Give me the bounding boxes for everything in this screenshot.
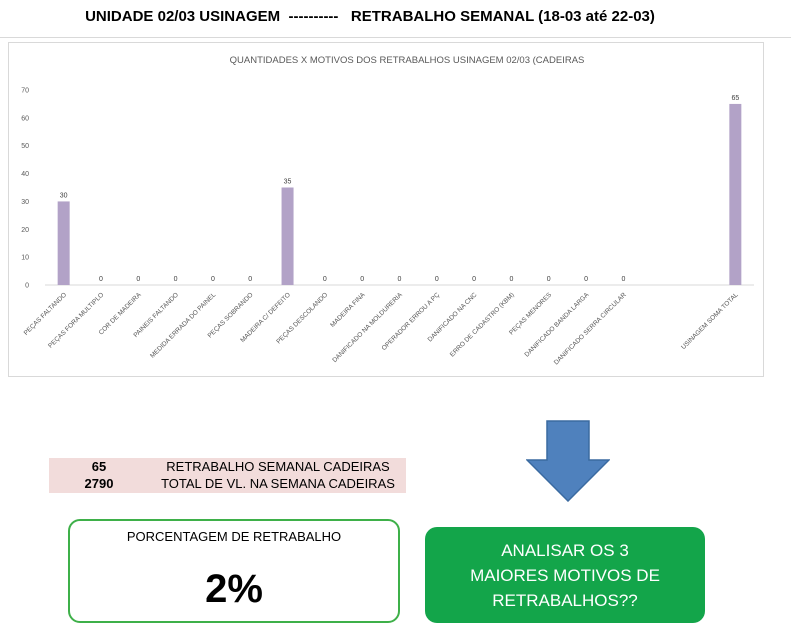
data-label: 35 [284, 179, 292, 186]
summary-label: RETRABALHO SEMANAL CADEIRAS [166, 459, 390, 474]
summary-label: TOTAL DE VL. NA SEMANA CADEIRAS [161, 476, 395, 491]
data-label: 0 [211, 276, 215, 283]
category-label: ERRO DE CADASTRO (KBM) [449, 291, 516, 358]
chart-bars [57, 103, 742, 285]
category-label: MEDIDA ERRADA DO PAINEL [149, 291, 217, 359]
y-tick-label: 10 [21, 255, 29, 262]
chart-axes: 0 10 20 30 40 50 60 70 [21, 88, 754, 290]
analyze-reasons-label: ANALISAR OS 3 MAIORES MOTIVOS DE RETRABA… [470, 540, 660, 610]
data-label: 30 [60, 192, 68, 199]
data-label: 0 [360, 276, 364, 283]
category-label: USINAGEM SOMA TOTAL [680, 291, 740, 351]
y-tick-label: 60 [21, 115, 29, 122]
chart-title: QUANTIDADES X MOTIVOS DOS RETRABALHOS US… [230, 55, 585, 66]
bar [281, 187, 294, 285]
data-label: 0 [99, 276, 103, 283]
header-divider [0, 37, 791, 38]
category-label: DANIFICADO SERRA CIRCULAR [553, 291, 628, 366]
data-label: 0 [323, 276, 327, 283]
summary-value: 65 [91, 459, 107, 474]
y-tick-label: 70 [21, 88, 29, 95]
data-label: 65 [731, 95, 739, 102]
data-label: 0 [472, 276, 476, 283]
y-tick-label: 30 [21, 199, 29, 206]
data-label: 0 [136, 276, 140, 283]
percentage-title: PORCENTAGEM DE RETRABALHO [126, 529, 342, 544]
chart-data-labels: 30 0 0 0 0 0 35 0 0 0 0 0 0 0 0 0 65 [60, 95, 740, 283]
percentage-value: 2% [205, 567, 263, 611]
y-tick-label: 50 [21, 143, 29, 150]
data-label: 0 [435, 276, 439, 283]
summary-row-weekly-total: 2790 TOTAL DE VL. NA SEMANA CADEIRAS [49, 476, 406, 493]
data-label: 0 [174, 276, 178, 283]
y-tick-label: 40 [21, 171, 29, 178]
data-label: 0 [621, 276, 625, 283]
category-label: DANIFICADO BANDA LARGA [523, 291, 590, 358]
bar [729, 103, 742, 285]
data-label: 0 [584, 276, 588, 283]
summary-value: 2790 [84, 476, 114, 491]
data-label: 0 [547, 276, 551, 283]
bar [57, 201, 70, 285]
down-arrow-icon [526, 420, 610, 502]
bar-chart: QUANTIDADES X MOTIVOS DOS RETRABALHOS US… [21, 55, 754, 366]
percentage-card: PORCENTAGEM DE RETRABALHO 2% [68, 519, 400, 623]
summary-table: 65 RETRABALHO SEMANAL CADEIRAS 2790 TOTA… [49, 458, 406, 493]
analyze-reasons-button[interactable]: ANALISAR OS 3 MAIORES MOTIVOS DE RETRABA… [425, 527, 705, 623]
data-label: 0 [398, 276, 402, 283]
data-label: 0 [248, 276, 252, 283]
y-tick-label: 0 [25, 283, 29, 290]
chart-panel: QUANTIDADES X MOTIVOS DOS RETRABALHOS US… [8, 42, 764, 377]
category-label: DANIFICADO NA MOLDURERIA [331, 291, 404, 364]
summary-row-weekly-rework: 65 RETRABALHO SEMANAL CADEIRAS [49, 459, 406, 476]
y-tick-label: 20 [21, 227, 29, 234]
page-title: UNIDADE 02/03 USINAGEM ---------- RETRAB… [85, 8, 655, 25]
category-label: MADEIRA FINA [329, 291, 367, 329]
data-label: 0 [509, 276, 513, 283]
